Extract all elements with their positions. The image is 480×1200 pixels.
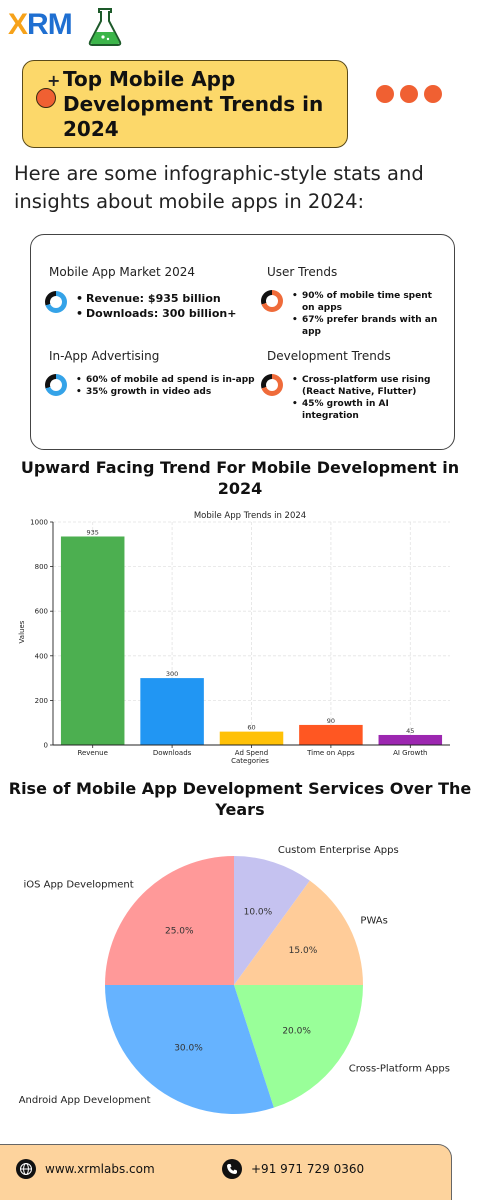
user-time: 90% of mobile time spent on apps: [292, 290, 446, 314]
website-link[interactable]: www.xrmlabs.com: [16, 1159, 155, 1179]
advertising-spend: 60% of mobile ad spend is in-app: [76, 374, 266, 386]
bar-y-tick-label: 0: [44, 742, 48, 750]
user-body: 90% of mobile time spent on apps 67% pre…: [261, 290, 446, 338]
pie-slice-label: iOS App Development: [23, 880, 133, 891]
globe-icon: [16, 1159, 36, 1179]
orange-dot-icon: [36, 88, 56, 108]
bar: [219, 731, 284, 745]
bar-x-tick-label: Downloads: [153, 749, 192, 757]
pie-slice: [105, 856, 234, 985]
bar-x-tick-label: Time on Apps: [306, 749, 355, 757]
development-stat: Development Trends: [267, 349, 391, 363]
pie-slice-label: Android App Development: [19, 1095, 151, 1106]
bar-chart-ylabel: Values: [18, 620, 26, 643]
donut-icon: [261, 374, 283, 396]
advertising-heading: In-App Advertising: [49, 349, 160, 363]
market-downloads: Downloads: 300 billion+: [76, 306, 236, 321]
bar-x-tick-label: Ad Spend: [235, 749, 268, 757]
bar-data-label: 60: [247, 724, 255, 732]
logo-letter-m: M: [47, 8, 73, 41]
user-brands: 67% prefer brands with an app: [292, 314, 446, 338]
bar-y-tick-label: 400: [35, 652, 48, 660]
pie-slice-label: Cross-Platform Apps: [349, 1063, 450, 1074]
bar-data-label: 300: [166, 670, 178, 678]
menu-dot: [400, 85, 418, 103]
bar: [378, 734, 443, 745]
user-heading: User Trends: [267, 265, 338, 279]
bar: [299, 724, 363, 745]
advertising-body: 60% of mobile ad spend is in-app 35% gro…: [45, 374, 266, 398]
donut-icon: [45, 291, 67, 313]
plus-icon: +: [47, 71, 61, 90]
bar-section-title: Upward Facing Trend For Mobile Developme…: [20, 458, 460, 498]
phone-text: +91 971 729 0360: [251, 1162, 365, 1176]
pie-percent-label: 10.0%: [244, 907, 273, 917]
pie-slice: [105, 985, 274, 1114]
page-title: Top Mobile App Development Trends in 202…: [63, 67, 324, 141]
footer: www.xrmlabs.com +91 971 729 0360: [0, 1144, 452, 1200]
market-body: Revenue: $935 billion Downloads: 300 bil…: [45, 291, 236, 321]
pie-slice-label: PWAs: [360, 916, 387, 927]
pie-slice: [234, 856, 310, 985]
donut-icon: [45, 374, 67, 396]
flask-icon: [88, 8, 122, 46]
logo-letter-r: R: [27, 8, 49, 41]
bar-data-label: 45: [406, 727, 414, 735]
menu-dot: [376, 85, 394, 103]
donut-icon: [261, 290, 283, 312]
logo-letter-x: X: [8, 8, 28, 41]
bar-y-tick-label: 800: [35, 563, 48, 571]
bar-chart-xlabel: Categories: [231, 757, 269, 765]
xrm-logo[interactable]: XRM: [8, 6, 122, 46]
bar-data-label: 90: [327, 717, 335, 725]
pie-percent-label: 30.0%: [174, 1044, 203, 1054]
pie-slice: [234, 985, 363, 1108]
bar-x-tick-label: Revenue: [77, 749, 108, 757]
bar-y-tick-label: 1000: [30, 519, 48, 527]
three-dots-icon: [376, 85, 442, 103]
pie-percent-label: 25.0%: [165, 926, 194, 936]
market-heading: Mobile App Market 2024: [49, 265, 196, 279]
bar: [60, 536, 125, 745]
pie-percent-label: 20.0%: [282, 1026, 311, 1036]
bar-y-tick-label: 200: [35, 697, 48, 705]
title-card: + Top Mobile App Development Trends in 2…: [22, 60, 348, 148]
bar: [140, 678, 204, 745]
advertising-stat: In-App Advertising: [49, 349, 159, 363]
development-cross-platform: Cross-platform use rising (React Native,…: [292, 374, 446, 398]
bar-data-label: 935: [86, 528, 98, 536]
bar-x-tick-label: AI Growth: [393, 749, 427, 757]
market-revenue: Revenue: $935 billion: [76, 291, 236, 306]
bar-y-tick-label: 600: [35, 608, 48, 616]
phone-link[interactable]: +91 971 729 0360: [222, 1159, 364, 1179]
development-heading: Development Trends: [267, 349, 391, 363]
development-body: Cross-platform use rising (React Native,…: [261, 374, 446, 422]
market-stat: Mobile App Market 2024: [49, 265, 195, 279]
phone-icon: [222, 1159, 242, 1179]
bar-chart-title: Mobile App Trends in 2024: [194, 511, 306, 521]
stats-card: Mobile App Market 2024 Revenue: $935 bil…: [30, 234, 455, 450]
pie-chart: 10.0% Custom Enterprise Apps 15.0% PWAs 20.0…: [19, 845, 450, 1114]
website-text: www.xrmlabs.com: [45, 1162, 155, 1176]
intro-text: Here are some infographic-style stats an…: [14, 162, 424, 213]
pie-slice-label: Custom Enterprise Apps: [278, 845, 399, 856]
user-stat: User Trends: [267, 265, 337, 279]
bar-chart: Mobile App Trends in 2024 Values Categor…: [18, 511, 450, 765]
pie-slice: [234, 880, 363, 985]
menu-dot: [424, 85, 442, 103]
development-ai: 45% growth in AI integration: [292, 398, 446, 422]
pie-percent-label: 15.0%: [289, 946, 318, 956]
advertising-video: 35% growth in video ads: [76, 386, 266, 398]
pie-section-title: Rise of Mobile App Development Services …: [8, 779, 472, 819]
